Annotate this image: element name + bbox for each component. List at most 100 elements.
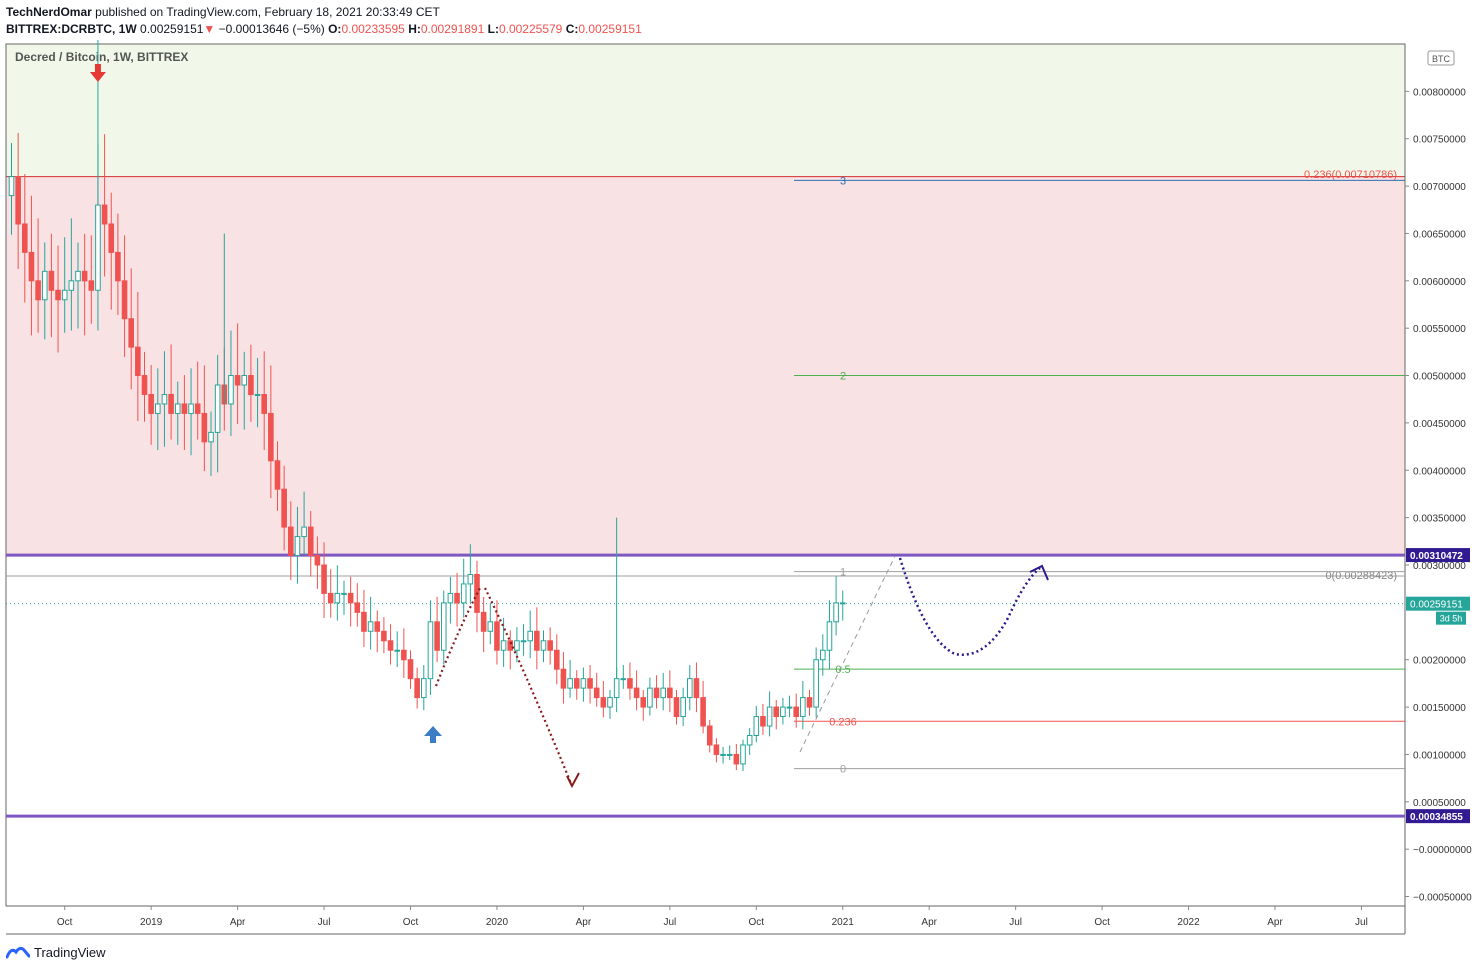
candle[interactable] xyxy=(394,649,400,652)
candle[interactable] xyxy=(307,526,314,557)
candle[interactable] xyxy=(786,706,793,709)
candle[interactable] xyxy=(620,678,627,681)
candle[interactable] xyxy=(454,592,460,604)
candle[interactable] xyxy=(507,640,514,651)
candle[interactable] xyxy=(35,280,41,301)
candle[interactable] xyxy=(8,176,15,197)
candle[interactable] xyxy=(181,403,188,414)
candle[interactable] xyxy=(773,706,780,718)
candle[interactable] xyxy=(334,592,341,604)
candle[interactable] xyxy=(61,289,68,301)
candle[interactable] xyxy=(547,640,553,651)
candle[interactable] xyxy=(314,555,321,566)
candle[interactable] xyxy=(480,611,487,632)
candle[interactable] xyxy=(726,753,733,756)
candle[interactable] xyxy=(381,630,387,642)
chart-area[interactable]: 0.00800000 0.00750000 0.00700000 0.00650000… xyxy=(0,34,1484,940)
candle[interactable] xyxy=(600,697,607,708)
candle[interactable] xyxy=(580,678,587,689)
candle[interactable] xyxy=(780,706,786,718)
candle[interactable] xyxy=(401,649,407,661)
down-arrow-icon[interactable] xyxy=(89,64,106,82)
candle[interactable] xyxy=(81,270,88,282)
candle[interactable] xyxy=(540,640,547,651)
candle[interactable] xyxy=(833,602,839,623)
candle[interactable] xyxy=(55,289,61,301)
candle[interactable] xyxy=(141,375,148,395)
candle[interactable] xyxy=(327,592,334,604)
candle[interactable] xyxy=(514,640,520,651)
candle[interactable] xyxy=(647,687,653,708)
candle[interactable] xyxy=(301,526,307,538)
candle[interactable] xyxy=(68,280,75,291)
candle[interactable] xyxy=(208,431,214,443)
candle[interactable] xyxy=(261,393,267,414)
candle[interactable] xyxy=(820,649,826,661)
candle[interactable] xyxy=(760,716,766,727)
candle[interactable] xyxy=(667,687,673,699)
candle[interactable] xyxy=(640,697,647,708)
candle[interactable] xyxy=(268,412,274,462)
candle[interactable] xyxy=(693,678,700,699)
candle[interactable] xyxy=(281,488,287,528)
candle[interactable] xyxy=(487,621,494,632)
candle[interactable] xyxy=(241,375,248,386)
candle[interactable] xyxy=(148,393,154,414)
candle[interactable] xyxy=(228,375,234,405)
candle[interactable] xyxy=(48,270,55,291)
candle[interactable] xyxy=(288,526,294,557)
candle[interactable] xyxy=(174,403,181,414)
candle[interactable] xyxy=(294,536,301,557)
candle[interactable] xyxy=(115,251,121,282)
candle[interactable] xyxy=(746,734,753,746)
candle[interactable] xyxy=(560,668,567,689)
candle[interactable] xyxy=(813,659,819,708)
candle[interactable] xyxy=(633,687,640,699)
candle[interactable] xyxy=(88,280,95,291)
candle[interactable] xyxy=(414,678,420,699)
candle[interactable] xyxy=(101,204,108,225)
candle[interactable] xyxy=(500,640,507,651)
candle[interactable] xyxy=(214,384,221,433)
candle[interactable] xyxy=(653,687,660,699)
candle[interactable] xyxy=(188,403,194,414)
currency-badge[interactable] xyxy=(1427,50,1455,66)
candle[interactable] xyxy=(22,223,28,253)
candle[interactable] xyxy=(494,621,500,651)
candle[interactable] xyxy=(201,412,208,443)
candle[interactable] xyxy=(434,621,440,651)
candle[interactable] xyxy=(168,393,174,414)
candle[interactable] xyxy=(421,678,427,699)
candle[interactable] xyxy=(573,678,580,689)
candle[interactable] xyxy=(613,678,620,699)
tradingview-branding[interactable]: TradingView xyxy=(6,942,106,962)
candle[interactable] xyxy=(254,393,261,396)
candle[interactable] xyxy=(15,176,21,225)
candle[interactable] xyxy=(460,583,467,604)
author-name[interactable]: TechNerdOmar xyxy=(6,5,92,19)
candle[interactable] xyxy=(354,602,361,613)
candle[interactable] xyxy=(593,687,600,699)
up-arrow-icon[interactable] xyxy=(424,726,442,743)
candle[interactable] xyxy=(121,280,128,320)
candle[interactable] xyxy=(374,621,381,632)
candle[interactable] xyxy=(427,621,434,680)
candle[interactable] xyxy=(793,706,800,718)
trend-line[interactable] xyxy=(799,555,896,753)
candle[interactable] xyxy=(567,678,573,689)
candle[interactable] xyxy=(41,270,48,301)
candle[interactable] xyxy=(128,318,134,348)
candle[interactable] xyxy=(440,602,447,651)
projection-path[interactable] xyxy=(898,557,1041,656)
candle[interactable] xyxy=(520,640,527,643)
candle[interactable] xyxy=(447,592,454,604)
candle[interactable] xyxy=(673,697,680,718)
candle[interactable] xyxy=(155,403,161,414)
projection-path[interactable] xyxy=(484,587,574,787)
candle[interactable] xyxy=(527,630,534,642)
candle[interactable] xyxy=(321,564,327,594)
candle[interactable] xyxy=(467,573,474,585)
candle[interactable] xyxy=(660,687,667,699)
candle[interactable] xyxy=(740,744,746,765)
candle[interactable] xyxy=(234,375,241,386)
